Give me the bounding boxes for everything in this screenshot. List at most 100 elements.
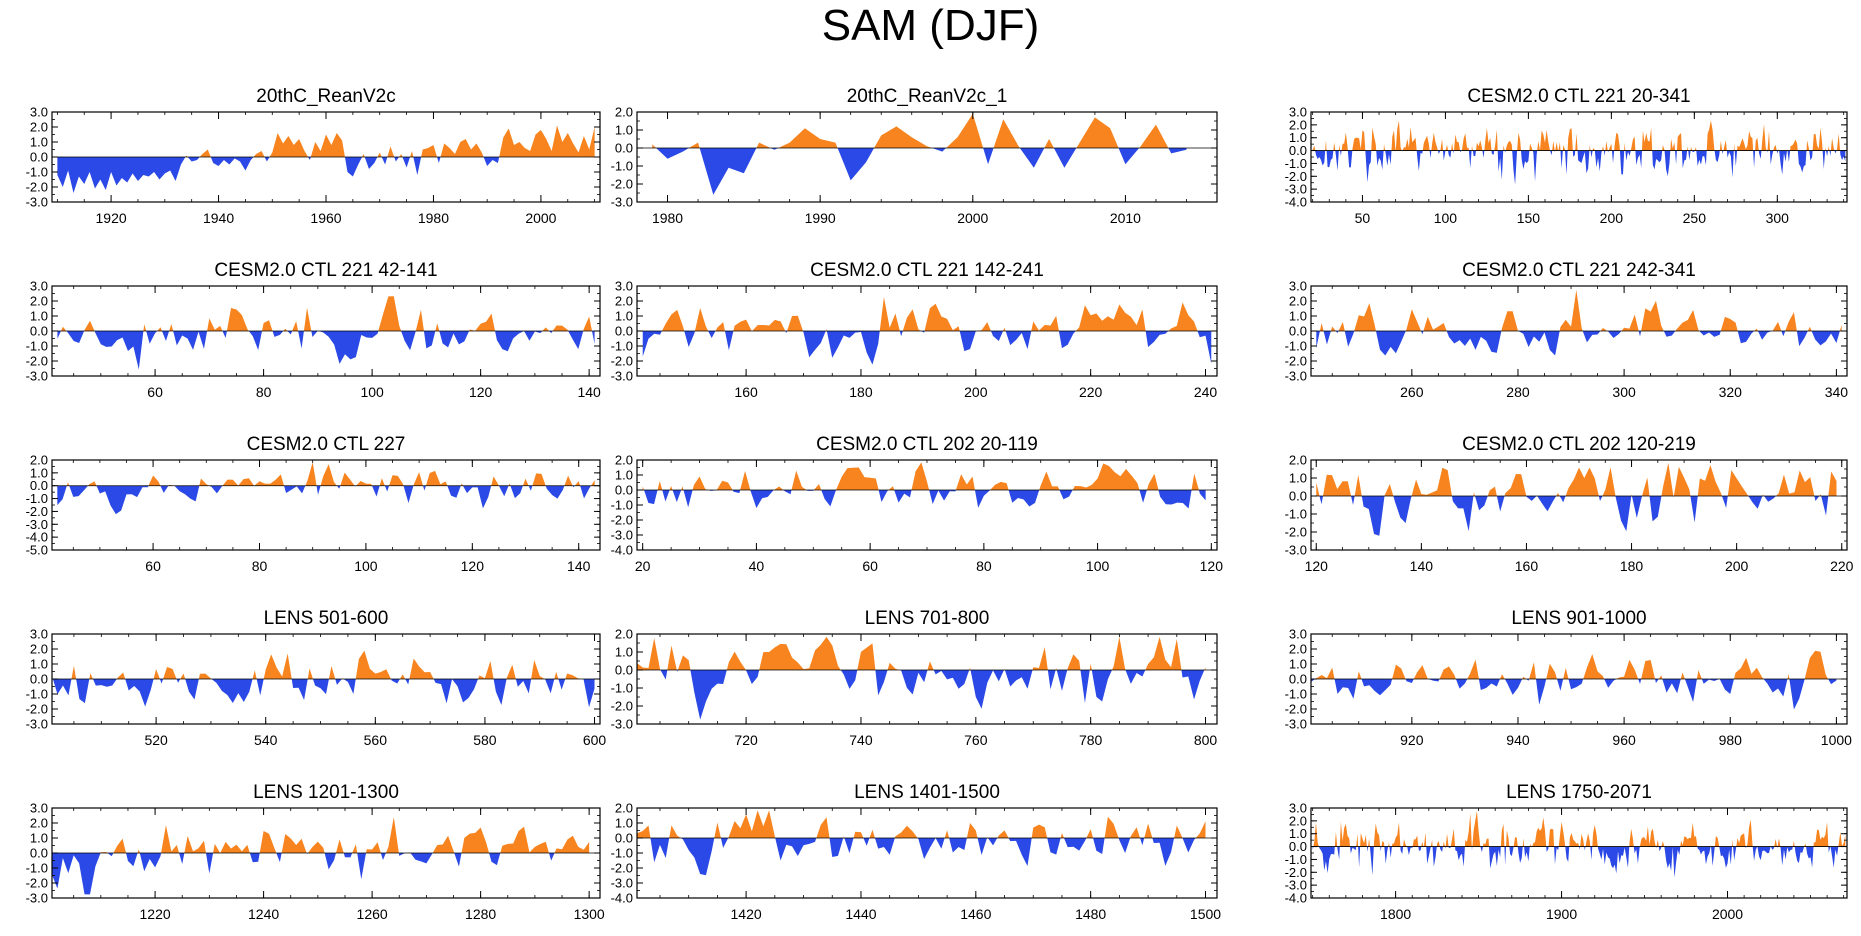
x-tick-label: 720	[734, 732, 758, 748]
y-tick-label: 2.0	[1289, 294, 1307, 309]
negative-area	[656, 148, 1187, 195]
x-tick-label: 960	[1612, 732, 1636, 748]
panel-title: CESM2.0 CTL 221 20-341	[1467, 86, 1690, 107]
positive-area	[1313, 811, 1846, 847]
y-tick-label: -3.0	[611, 195, 633, 210]
x-tick-label: 780	[1079, 732, 1103, 748]
plot-frame	[636, 459, 1218, 551]
positive-area	[1312, 120, 1841, 151]
y-tick-label: -4.0	[611, 543, 633, 558]
y-tick-label: 0.0	[1289, 672, 1307, 687]
x-tick-label: 260	[1400, 384, 1424, 400]
chart-panel: LENS 701-800 2.0 1.0 0.0 -1.0 -2.0 -3.0 720 740 7…	[611, 608, 1218, 748]
x-tick-label: 40	[749, 558, 765, 574]
x-tick-label: 1260	[357, 906, 388, 922]
x-tick-label: 1220	[140, 906, 171, 922]
x-tick-label: 220	[1830, 558, 1854, 574]
x-tick-label: 2000	[957, 210, 988, 226]
positive-area	[642, 462, 1199, 490]
x-tick-label: 2010	[1110, 210, 1141, 226]
y-tick-label: 1.0	[1289, 471, 1307, 486]
y-tick-label: 0.0	[615, 324, 633, 339]
y-tick-label: -1.0	[1285, 852, 1307, 867]
x-tick-label: 800	[1194, 732, 1218, 748]
y-tick-label: -1.0	[26, 339, 48, 354]
y-tick-label: 0.0	[1289, 143, 1307, 158]
x-tick-label: 520	[144, 732, 168, 748]
y-tick-label: -2.0	[611, 177, 633, 192]
y-tick-label: -4.0	[611, 891, 633, 906]
y-tick-label: 0.0	[615, 831, 633, 846]
y-tick-label: -3.0	[1285, 543, 1307, 558]
y-tick-label: -2.0	[611, 513, 633, 528]
x-tick-label: 300	[1612, 384, 1636, 400]
x-tick-label: 580	[473, 732, 497, 748]
y-tick-label: -4.0	[1285, 891, 1307, 906]
x-tick-label: 1300	[574, 906, 605, 922]
y-tick-label: -3.0	[1285, 717, 1307, 732]
y-tick-label: -2.0	[1285, 525, 1307, 540]
y-tick-label: -3.0	[26, 517, 48, 532]
x-tick-label: 80	[252, 558, 268, 574]
x-tick-label: 980	[1719, 732, 1743, 748]
y-tick-label: 0.0	[30, 324, 48, 339]
positive-area	[1315, 650, 1829, 679]
y-tick-label: 1.0	[30, 831, 48, 846]
panel-title: CESM2.0 CTL 202 20-119	[816, 434, 1038, 455]
negative-area	[57, 157, 500, 193]
x-tick-label: 150	[1517, 210, 1541, 226]
y-tick-label: -1.0	[26, 687, 48, 702]
x-tick-label: 120	[1305, 558, 1329, 574]
plot-frame	[1310, 807, 1848, 899]
panel-title: CESM2.0 CTL 227	[247, 434, 406, 455]
x-tick-label: 60	[862, 558, 878, 574]
negative-area	[660, 670, 1205, 720]
y-tick-label: -2.0	[26, 180, 48, 195]
x-tick-label: 1460	[960, 906, 991, 922]
x-tick-label: 100	[1086, 558, 1110, 574]
x-tick-label: 220	[1079, 384, 1103, 400]
y-tick-label: 2.0	[30, 120, 48, 135]
x-tick-label: 20	[635, 558, 651, 574]
y-tick-label: 1.0	[615, 309, 633, 324]
chart-panel: CESM2.0 CTL 221 42-141 3.02.01.00.0-1.0-2…	[26, 260, 601, 400]
panel-title: LENS 501-600	[264, 608, 389, 629]
y-tick-label: -3.0	[611, 528, 633, 543]
x-tick-label: 100	[1434, 210, 1458, 226]
x-tick-label: 1420	[731, 906, 762, 922]
x-tick-label: 1960	[310, 210, 341, 226]
y-tick-label: -1.0	[611, 339, 633, 354]
x-tick-label: 100	[354, 558, 378, 574]
y-tick-label: 2.0	[1289, 642, 1307, 657]
y-tick-label: 1.0	[30, 309, 48, 324]
negative-area	[643, 490, 1206, 509]
negative-area	[1312, 846, 1839, 878]
x-tick-label: 120	[469, 384, 493, 400]
y-tick-label: -1.0	[1285, 339, 1307, 354]
positive-area	[185, 125, 595, 157]
y-tick-label: -3.0	[26, 891, 48, 906]
y-tick-label: 1.0	[615, 468, 633, 483]
x-tick-label: 200	[1600, 210, 1624, 226]
x-tick-label: 740	[849, 732, 873, 748]
panel-title: CESM2.0 CTL 221 42-141	[214, 260, 437, 281]
x-tick-label: 80	[256, 384, 272, 400]
y-tick-label: -1.0	[1285, 507, 1307, 522]
panel-title: LENS 901-1000	[1511, 608, 1646, 629]
y-tick-label: 3.0	[30, 627, 48, 642]
y-tick-label: 1.0	[615, 123, 633, 138]
y-tick-label: 3.0	[1289, 627, 1307, 642]
x-tick-label: 50	[1355, 210, 1371, 226]
y-tick-label: 0.0	[30, 672, 48, 687]
x-tick-label: 1000	[1821, 732, 1852, 748]
positive-area	[1316, 462, 1837, 496]
y-tick-label: -3.0	[26, 195, 48, 210]
x-tick-label: 120	[461, 558, 485, 574]
y-tick-label: -1.0	[611, 846, 633, 861]
y-tick-label: -1.0	[1285, 156, 1307, 171]
x-tick-label: 760	[964, 732, 988, 748]
x-tick-label: 250	[1683, 210, 1707, 226]
x-tick-label: 1940	[203, 210, 234, 226]
x-tick-label: 100	[360, 384, 384, 400]
x-tick-label: 200	[1725, 558, 1749, 574]
